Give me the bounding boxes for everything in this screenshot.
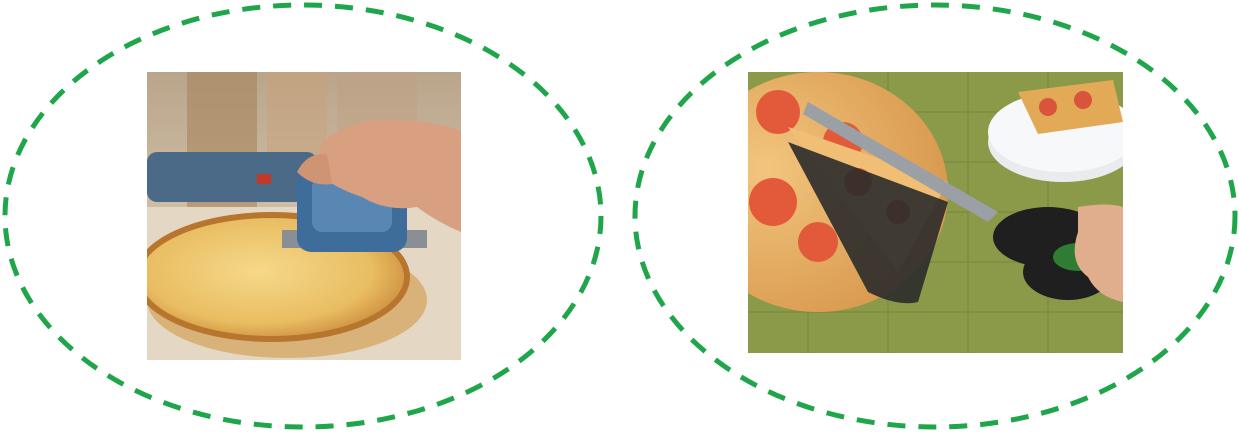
rotary-cutter-illustration	[147, 72, 461, 360]
rotary-cutter-photo	[147, 72, 461, 360]
pizza-scissors-photo	[748, 72, 1123, 353]
pizza-scissors-illustration	[748, 72, 1123, 353]
